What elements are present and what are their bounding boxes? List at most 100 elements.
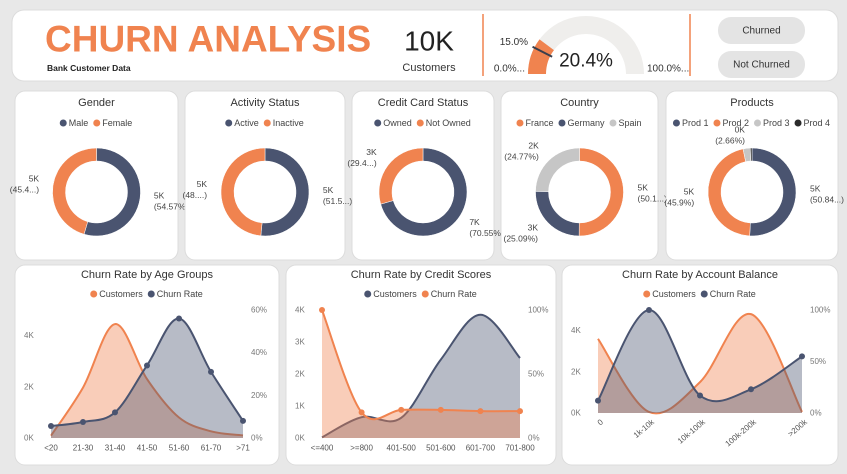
point xyxy=(748,386,754,393)
legend-marker xyxy=(713,119,721,127)
y-tick-label: 2K xyxy=(295,370,305,379)
data-label: (45.4...) xyxy=(10,185,39,195)
point xyxy=(48,423,54,430)
chart-title: Products xyxy=(730,97,774,109)
chart-title: Churn Rate by Credit Scores xyxy=(351,269,492,281)
area xyxy=(322,310,520,438)
donut-segment xyxy=(750,147,753,162)
y2-tick-label: 0% xyxy=(810,409,822,418)
dashboard-subtitle: Bank Customer Data xyxy=(47,63,131,73)
data-label: (70.55%) xyxy=(469,228,504,238)
legend-label: Active xyxy=(234,118,259,128)
data-label: 5K xyxy=(684,186,695,196)
data-label: (48....) xyxy=(183,190,208,200)
donut-segment xyxy=(52,147,97,235)
x-tick-label: 21-30 xyxy=(73,444,94,453)
data-label: (29.4...) xyxy=(347,158,376,168)
donut-segment xyxy=(380,147,468,237)
kpi-label: Customers xyxy=(402,62,456,74)
y-tick-label: 1K xyxy=(295,402,305,411)
chart-title: Churn Rate by Account Balance xyxy=(622,269,778,281)
line xyxy=(597,313,803,415)
data-label: 5K xyxy=(29,174,40,184)
point xyxy=(398,406,405,413)
data-label: (45.9%) xyxy=(664,197,694,207)
y-tick-label: 4K xyxy=(571,326,581,335)
data-label: (25.09%) xyxy=(504,234,539,244)
legend-label: Prod 3 xyxy=(763,118,790,128)
chart-title: Activity Status xyxy=(230,97,300,109)
area xyxy=(598,309,802,413)
x-tick-label: 401-500 xyxy=(387,444,417,453)
data-label: 5K xyxy=(197,179,208,189)
data-label: 3K xyxy=(528,223,539,233)
legend-label: Prod 4 xyxy=(804,118,831,128)
y2-tick-label: 0% xyxy=(251,434,263,443)
y-tick-label: 4K xyxy=(295,306,305,315)
donut-segment xyxy=(535,147,580,192)
point xyxy=(112,409,118,416)
x-tick-label: 31-40 xyxy=(105,444,126,453)
data-label: 7K xyxy=(469,217,480,227)
legend-marker xyxy=(672,119,680,127)
point xyxy=(697,392,703,399)
legend-label: Prod 1 xyxy=(682,118,709,128)
area xyxy=(322,314,520,438)
kpi-value: 10K xyxy=(404,26,454,57)
legend-label: Customers xyxy=(652,289,696,299)
y2-tick-label: 60% xyxy=(251,306,267,315)
x-tick-label: 701-800 xyxy=(505,444,535,453)
gauge-target-label: 15.0% xyxy=(500,37,528,48)
legend-label: Inactive xyxy=(273,118,304,128)
legend-marker xyxy=(147,290,155,298)
data-label: 0K xyxy=(735,124,746,134)
y2-tick-label: 20% xyxy=(251,391,267,400)
legend-marker xyxy=(374,119,382,127)
legend-marker xyxy=(364,290,372,298)
data-label: (24.77%) xyxy=(504,152,539,162)
line xyxy=(50,323,244,437)
legend-marker xyxy=(516,119,524,127)
x-tick-label: 61-70 xyxy=(201,444,222,453)
dashboard-title: CHURN ANALYSIS xyxy=(45,19,371,60)
x-tick-label: 501-600 xyxy=(426,444,456,453)
chart-title: Country xyxy=(560,97,599,109)
legend-label: Germany xyxy=(567,118,605,128)
gauge-min-label: 0.0%... xyxy=(494,64,525,75)
chart-title: Credit Card Status xyxy=(378,97,469,109)
filter-button-label[interactable]: Churned xyxy=(742,26,780,37)
y2-tick-label: 100% xyxy=(810,306,830,315)
x-tick-label: >=800 xyxy=(350,444,373,453)
x-tick-label: 0 xyxy=(596,417,606,427)
filter-button[interactable] xyxy=(718,17,805,44)
legend-label: Not Owned xyxy=(426,118,471,128)
legend-marker xyxy=(90,290,98,298)
point xyxy=(208,368,214,375)
legend-label: Owned xyxy=(383,118,412,128)
x-tick-label: 601-700 xyxy=(466,444,496,453)
data-label: (54.57%) xyxy=(154,201,189,211)
gauge-max-label: 100.0%... xyxy=(647,64,689,75)
point xyxy=(240,417,246,424)
chart-card xyxy=(184,90,346,261)
point xyxy=(176,315,182,322)
chart-title: Churn Rate by Age Groups xyxy=(81,269,214,281)
data-label: 2K xyxy=(528,141,539,151)
filter-button-label[interactable]: Not Churned xyxy=(733,60,790,71)
data-label: (50.84...) xyxy=(810,195,844,205)
data-label: 5K xyxy=(323,185,334,195)
legend-marker xyxy=(558,119,566,127)
line xyxy=(597,308,803,403)
donut-segment xyxy=(83,147,141,237)
y2-tick-label: 0% xyxy=(528,434,540,443)
point xyxy=(144,362,150,369)
y-tick-label: 4K xyxy=(24,331,34,340)
point xyxy=(437,406,444,413)
y-tick-label: 3K xyxy=(295,338,305,347)
legend-marker xyxy=(700,290,708,298)
legend-label: Customers xyxy=(99,289,143,299)
y2-tick-label: 100% xyxy=(528,306,548,315)
filter-button[interactable] xyxy=(718,51,805,78)
legend-label: Spain xyxy=(619,118,642,128)
legend-marker xyxy=(754,119,761,127)
